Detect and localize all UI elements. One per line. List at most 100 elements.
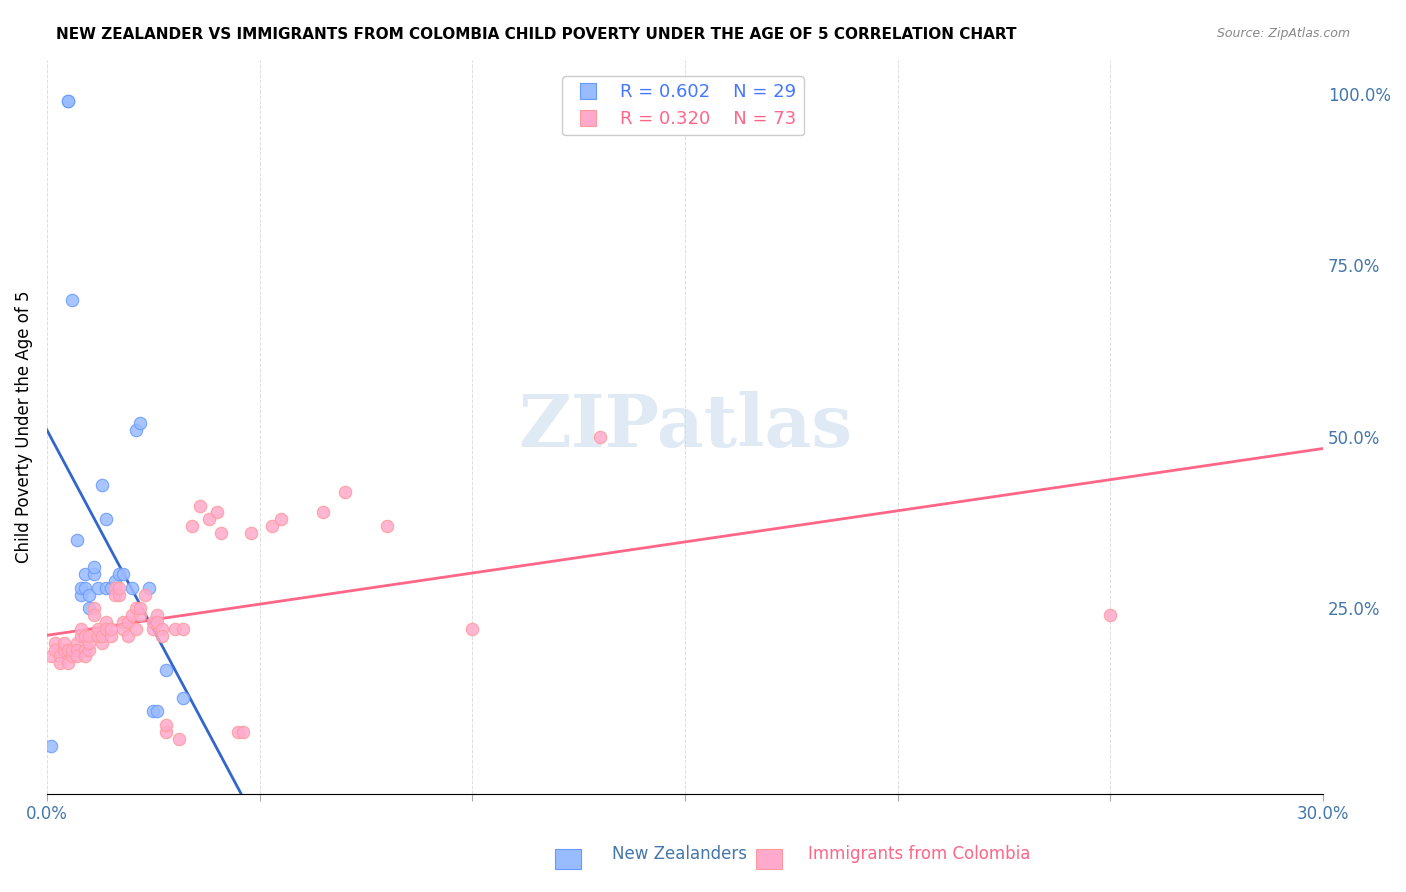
Point [146, 615, 169, 629]
Point [75, 629, 97, 643]
Point [56, 657, 79, 671]
Point [112, 615, 135, 629]
Point [75, 649, 97, 664]
Point [79, 642, 101, 657]
Text: NEW ZEALANDER VS IMMIGRANTS FROM COLOMBIA CHILD POVERTY UNDER THE AGE OF 5 CORRE: NEW ZEALANDER VS IMMIGRANTS FROM COLOMBI… [56, 27, 1017, 42]
Point [163, 622, 186, 636]
Point [117, 615, 139, 629]
Point [121, 608, 143, 623]
Point [461, 622, 484, 636]
Point [172, 690, 194, 705]
Point [52, 642, 75, 657]
Point [91, 629, 114, 643]
Point [172, 622, 194, 636]
Point [79, 601, 101, 615]
Point [48, 657, 70, 671]
Point [197, 512, 219, 526]
Point [75, 642, 97, 657]
Point [209, 526, 232, 541]
Point [155, 718, 177, 732]
Point [125, 601, 148, 615]
Point [112, 622, 135, 636]
Point [312, 505, 335, 519]
Point [104, 588, 127, 602]
Point [142, 622, 165, 636]
Point [83, 567, 105, 582]
Point [56, 642, 79, 657]
Point [70, 629, 93, 643]
Point [83, 608, 105, 623]
Point [96, 622, 118, 636]
Point [48, 649, 70, 664]
Point [125, 423, 148, 437]
Text: Immigrants from Colombia: Immigrants from Colombia [808, 846, 1031, 863]
Point [96, 512, 118, 526]
Point [146, 608, 169, 623]
Point [91, 478, 114, 492]
Point [270, 512, 292, 526]
Point [129, 416, 152, 430]
Point [129, 608, 152, 623]
Point [108, 567, 131, 582]
Point [129, 601, 152, 615]
Point [66, 636, 89, 650]
Point [66, 533, 89, 547]
Point [87, 581, 110, 595]
Point [180, 519, 202, 533]
Text: New Zealanders: New Zealanders [612, 846, 747, 863]
Point [75, 567, 97, 582]
Point [70, 581, 93, 595]
Point [167, 731, 190, 746]
Point [138, 581, 160, 595]
Legend: R = 0.602    N = 29, R = 0.320    N = 73: R = 0.602 N = 29, R = 0.320 N = 73 [562, 76, 804, 136]
Point [66, 649, 89, 664]
Point [155, 725, 177, 739]
Point [96, 581, 118, 595]
Point [150, 629, 173, 643]
Point [142, 615, 165, 629]
Point [108, 581, 131, 595]
Point [79, 588, 101, 602]
Point [232, 725, 254, 739]
Point [79, 636, 101, 650]
Point [589, 430, 612, 444]
Point [375, 519, 398, 533]
Text: ZIPatlas: ZIPatlas [517, 391, 852, 462]
Point [240, 526, 263, 541]
Point [83, 560, 105, 574]
Point [155, 663, 177, 677]
Point [56, 94, 79, 108]
Y-axis label: Child Poverty Under the Age of 5: Child Poverty Under the Age of 5 [15, 291, 32, 563]
Point [150, 622, 173, 636]
Point [39, 739, 62, 753]
Point [87, 622, 110, 636]
Text: Source: ZipAtlas.com: Source: ZipAtlas.com [1216, 27, 1350, 40]
Point [44, 636, 66, 650]
Point [117, 629, 139, 643]
Point [62, 293, 84, 307]
Point [83, 601, 105, 615]
Point [134, 588, 156, 602]
Point [44, 642, 66, 657]
Point [52, 636, 75, 650]
Point [146, 704, 169, 718]
Point [108, 588, 131, 602]
Point [62, 649, 84, 664]
Point [96, 615, 118, 629]
Point [188, 499, 211, 513]
Point [56, 94, 79, 108]
Point [262, 519, 284, 533]
Point [104, 574, 127, 588]
Point [125, 622, 148, 636]
Point [100, 629, 122, 643]
Point [100, 581, 122, 595]
Point [205, 505, 228, 519]
Point [79, 629, 101, 643]
Point [228, 725, 250, 739]
Point [112, 567, 135, 582]
Point [91, 636, 114, 650]
Point [66, 642, 89, 657]
Point [39, 649, 62, 664]
Point [142, 704, 165, 718]
Point [75, 581, 97, 595]
